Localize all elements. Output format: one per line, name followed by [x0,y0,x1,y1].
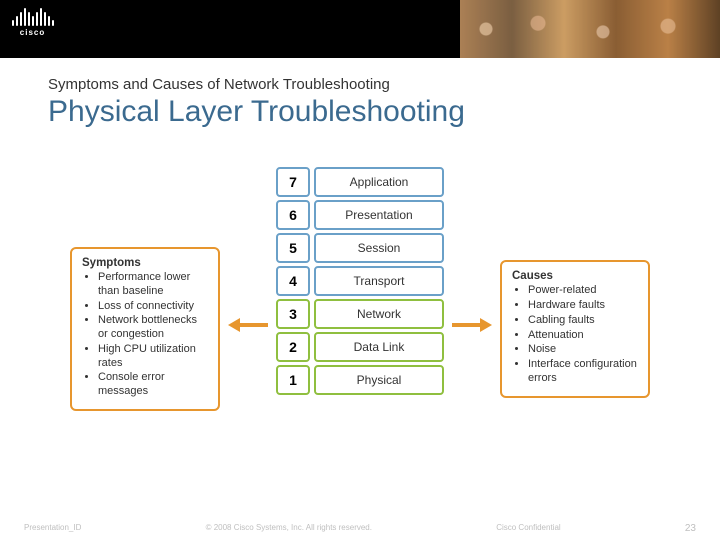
cisco-logo-text: cisco [20,28,45,37]
symptoms-group: Symptoms Performance lower than baseline… [70,247,220,411]
list-item: Noise [528,343,638,357]
footer-page-number: 23 [685,523,696,534]
osi-layer-label: Network [314,299,444,329]
causes-callout: Causes Power-relatedHardware faultsCabli… [500,260,650,397]
cisco-bars-icon [12,6,54,26]
symptoms-list: Performance lower than baselineLoss of c… [82,271,208,399]
symptoms-title: Symptoms [82,257,208,269]
osi-layer-label: Session [314,233,444,263]
banner-photo-strip [460,0,720,58]
causes-list: Power-relatedHardware faultsCabling faul… [512,284,638,385]
osi-layer-row: 2Data Link [276,332,444,362]
list-item: Loss of connectivity [98,300,208,314]
list-item: Interface configuration errors [528,358,638,386]
osi-layer-row: 3Network [276,299,444,329]
footer-left: Presentation_ID [24,523,81,534]
osi-layer-label: Transport [314,266,444,296]
list-item: Performance lower than baseline [98,271,208,299]
osi-layer-label: Presentation [314,200,444,230]
list-item: Cabling faults [528,314,638,328]
symptoms-callout: Symptoms Performance lower than baseline… [70,247,220,411]
list-item: Console error messages [98,371,208,399]
osi-layer-label: Application [314,167,444,197]
list-item: Power-related [528,284,638,298]
cisco-logo: cisco [10,6,55,46]
osi-layer-row: 5Session [276,233,444,263]
list-item: Hardware faults [528,299,638,313]
osi-layer-number: 1 [276,365,310,395]
arrow-left-icon [228,318,268,332]
osi-layer-row: 1Physical [276,365,444,395]
slide-subtitle: Symptoms and Causes of Network Troublesh… [48,76,672,93]
footer: Presentation_ID © 2008 Cisco Systems, In… [0,523,720,534]
osi-layer-row: 7Application [276,167,444,197]
osi-layer-label: Physical [314,365,444,395]
osi-layer-number: 7 [276,167,310,197]
causes-title: Causes [512,270,638,282]
top-banner: cisco [0,0,720,58]
list-item: Network bottlenecks or congestion [98,314,208,342]
footer-confidential: Cisco Confidential [496,523,560,534]
osi-layer-label: Data Link [314,332,444,362]
osi-layer-row: 6Presentation [276,200,444,230]
osi-layer-row: 4Transport [276,266,444,296]
slide-content: Symptoms and Causes of Network Troublesh… [0,58,720,411]
osi-stack: 7Application6Presentation5Session4Transp… [276,167,444,395]
osi-layer-number: 4 [276,266,310,296]
osi-layer-number: 5 [276,233,310,263]
osi-layer-number: 6 [276,200,310,230]
osi-layer-number: 2 [276,332,310,362]
footer-copyright: © 2008 Cisco Systems, Inc. All rights re… [206,523,372,534]
arrow-right-icon [452,318,492,332]
list-item: Attenuation [528,329,638,343]
slide-title: Physical Layer Troubleshooting [48,95,672,129]
causes-group: Causes Power-relatedHardware faultsCabli… [500,260,650,397]
list-item: High CPU utilization rates [98,343,208,371]
diagram: Symptoms Performance lower than baseline… [48,151,672,411]
osi-layer-number: 3 [276,299,310,329]
